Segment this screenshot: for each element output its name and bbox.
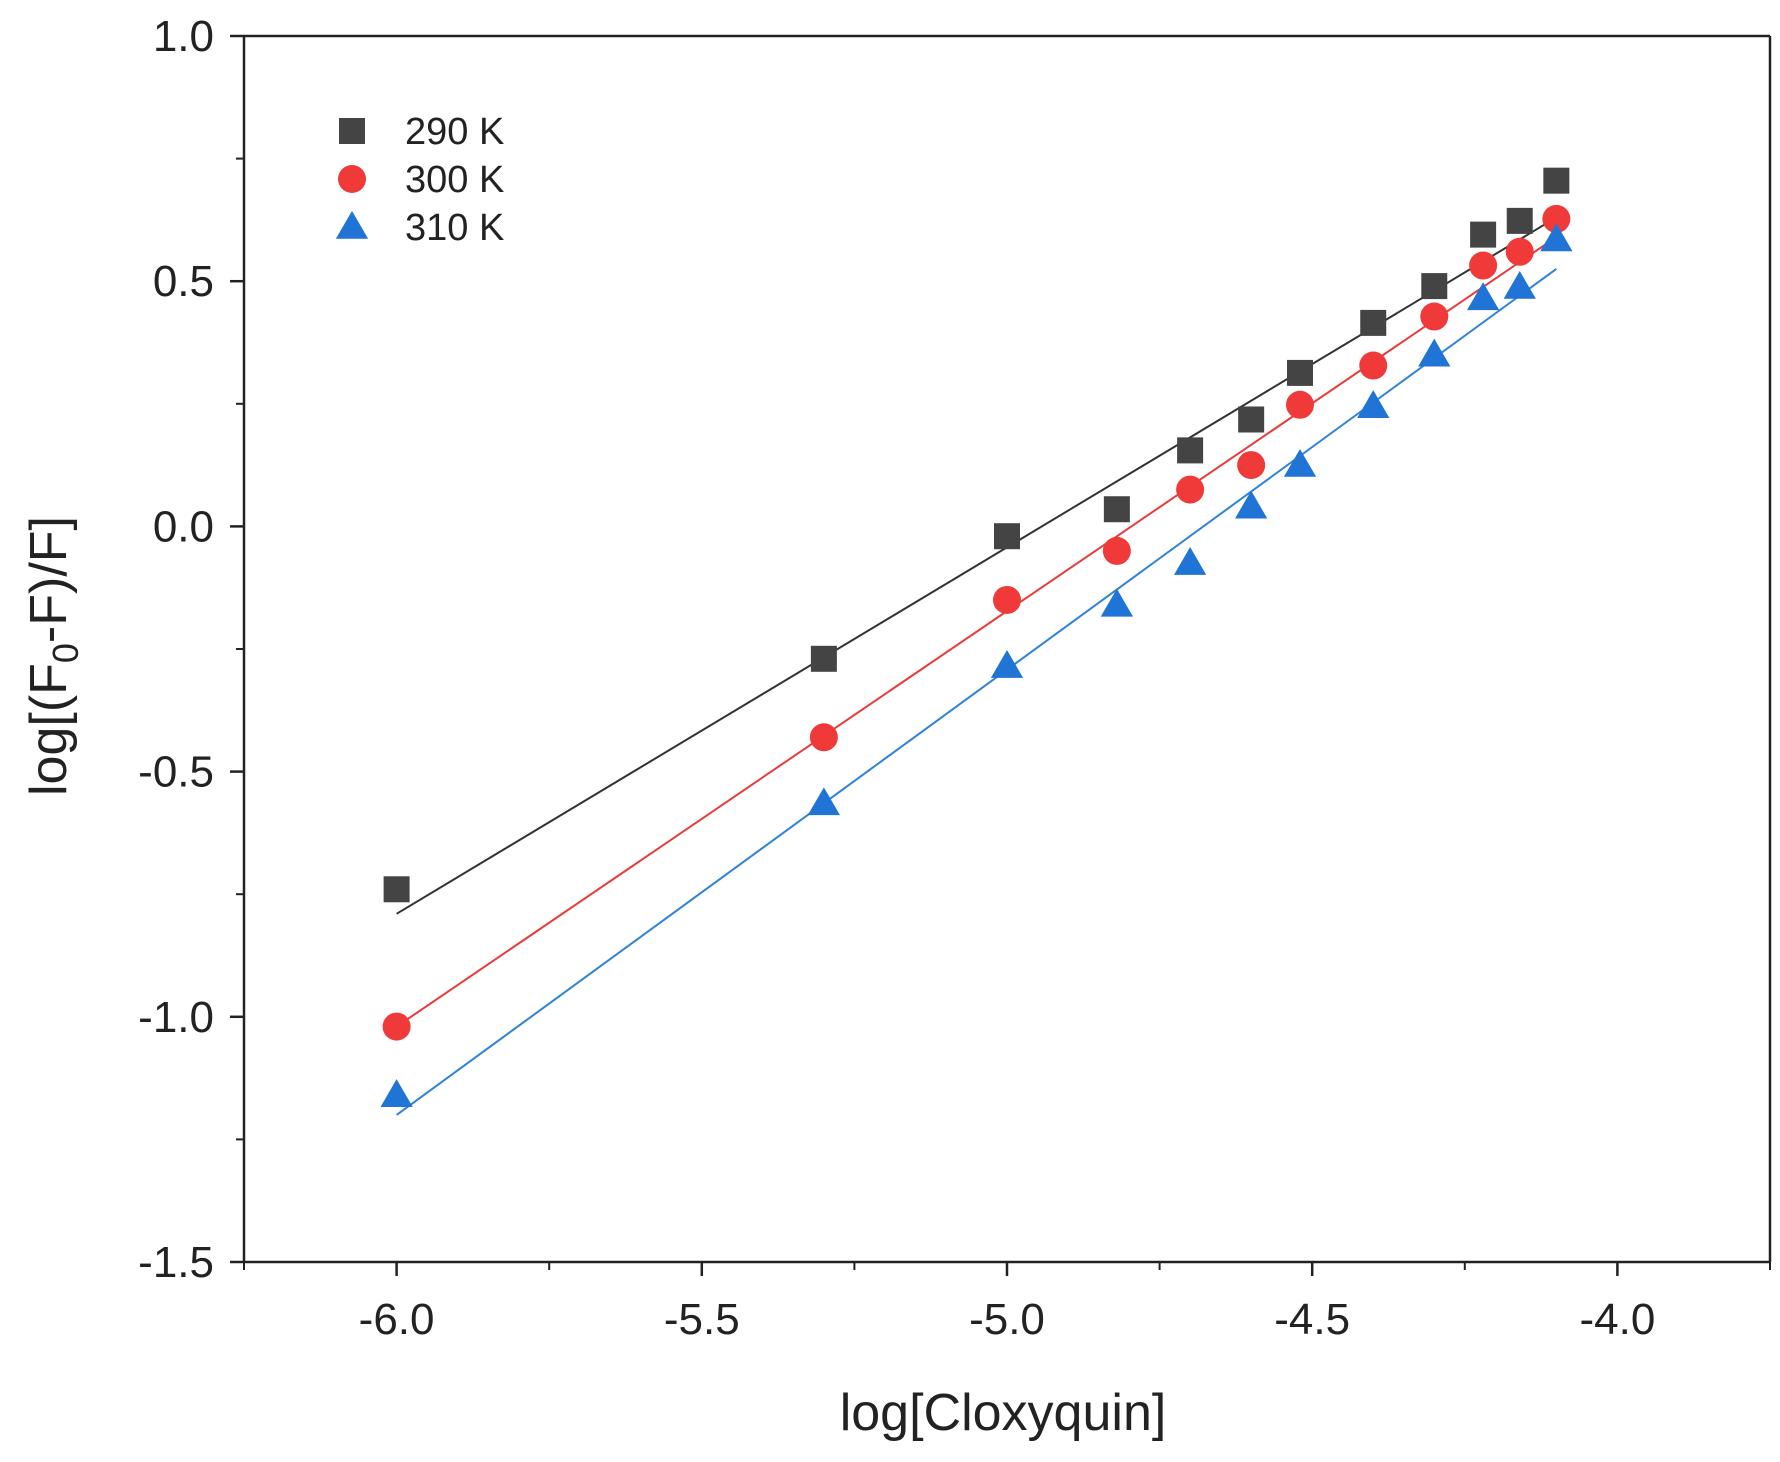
x-tick-label: -4.0 (1579, 1295, 1655, 1344)
data-point-290-k (1103, 496, 1130, 523)
data-point-300-k (1237, 451, 1266, 480)
data-point-310-k (1235, 490, 1268, 519)
data-point-310-k (1418, 338, 1451, 367)
fit-line-310-k (396, 268, 1557, 1116)
data-point-300-k (809, 723, 838, 752)
legend-label-300-k: 300 K (405, 159, 504, 201)
data-point-300-k (1420, 302, 1449, 331)
data-point-290-k (1543, 167, 1570, 194)
legend-marker-310-k (335, 210, 369, 239)
data-point-300-k (1285, 390, 1314, 419)
data-point-310-k (1540, 223, 1573, 252)
legend-label-310-k: 310 K (405, 207, 504, 249)
y-tick-label: -1.5 (138, 1238, 214, 1287)
data-point-300-k (1359, 351, 1388, 380)
data-point-290-k (1177, 437, 1204, 464)
y-tick-label: -1.0 (138, 993, 214, 1042)
y-tick-label: -0.5 (138, 748, 214, 797)
data-point-300-k (993, 585, 1021, 614)
axes: -6.0 -5.5 -5.0 -4.5 -4.0 -1.5 -1.0 -0.5 0.0 0.5 1.… (138, 12, 1772, 1344)
data-point-310-k (1503, 270, 1536, 299)
data-point-290-k (1238, 406, 1265, 433)
data-point-310-k (1466, 282, 1500, 311)
y-tick-label: 0.0 (153, 502, 214, 551)
legend-marker-290-k (339, 118, 365, 144)
data-point-300-k (1542, 204, 1571, 233)
y-tick-label: 0.5 (153, 257, 214, 306)
data-markers (380, 167, 1573, 1107)
data-point-290-k (1360, 309, 1387, 336)
data-point-290-k (810, 645, 837, 672)
data-point-300-k (1176, 475, 1205, 504)
legend-marker-300-k (338, 165, 366, 193)
data-point-300-k (1505, 237, 1534, 266)
data-point-290-k (1286, 359, 1313, 386)
data-point-290-k (1470, 221, 1497, 248)
y-tick-label: 1.0 (153, 12, 214, 61)
y-axis-title: log[(F0-F)/F] (20, 516, 86, 796)
data-point-300-k (382, 1012, 411, 1041)
data-point-290-k (383, 876, 410, 903)
data-point-300-k (1469, 251, 1498, 280)
data-point-310-k (1283, 448, 1317, 477)
data-point-310-k (807, 787, 840, 816)
data-point-310-k (1174, 547, 1207, 575)
data-point-310-k (1100, 588, 1133, 617)
legend-label-290-k: 290 K (405, 111, 504, 153)
x-tick-label: -6.0 (359, 1295, 435, 1344)
data-point-290-k (1421, 273, 1448, 300)
x-tick-label: -5.0 (969, 1295, 1045, 1344)
x-tick-label: -4.5 (1274, 1295, 1350, 1344)
data-point-310-k (990, 650, 1024, 678)
data-point-310-k (380, 1079, 413, 1107)
legend: 290 K 300 K 310 K (335, 111, 504, 249)
x-tick-label: -5.5 (664, 1295, 740, 1344)
data-point-300-k (1102, 536, 1131, 565)
fit-lines (396, 216, 1557, 1116)
x-axis-title: log[Cloxyquin] (840, 1384, 1167, 1442)
data-point-290-k (1506, 207, 1533, 234)
data-point-310-k (1357, 390, 1390, 418)
data-point-290-k (994, 523, 1020, 550)
